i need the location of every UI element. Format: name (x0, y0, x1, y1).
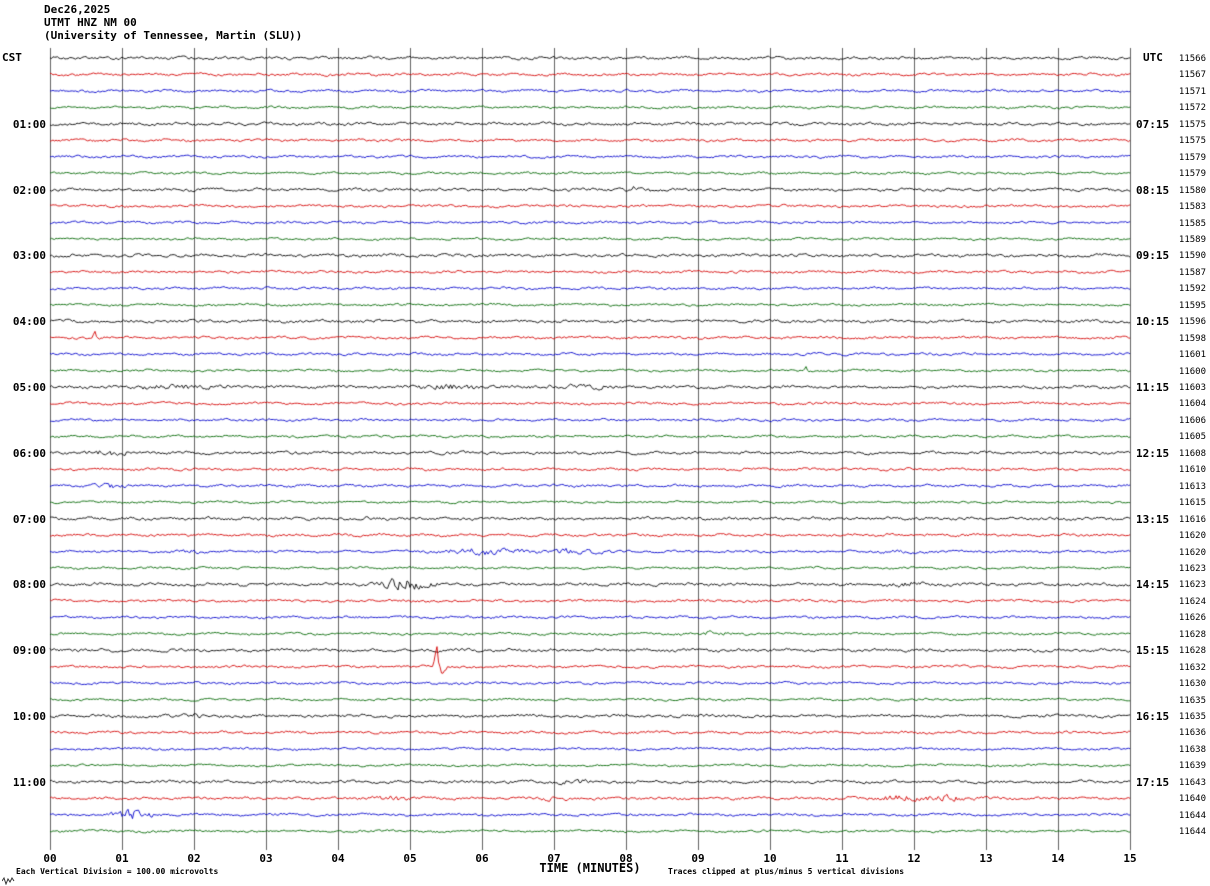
trace-counter: 11628 (1178, 629, 1206, 640)
trace-counter: 11601 (1178, 350, 1206, 361)
trace-counter: 11595 (1178, 300, 1206, 311)
trace-counter: 11583 (1178, 202, 1206, 213)
trace-counter: 11636 (1178, 728, 1206, 739)
trace-counter: 11600 (1178, 366, 1206, 377)
hour-label-utc: 11:15 (1136, 381, 1170, 394)
trace-counter: 11596 (1178, 317, 1206, 328)
x-tick-label: 03 (259, 852, 273, 865)
x-tick-label: 08 (619, 852, 633, 865)
hour-label-cst: 10:00 (12, 710, 46, 723)
trace-counter: 11638 (1178, 744, 1206, 755)
trace-counter: 11615 (1178, 498, 1206, 509)
hour-label-utc: 10:15 (1136, 315, 1170, 329)
title-date: Dec26,2025 (44, 3, 111, 16)
x-tick-label: 09 (691, 852, 705, 865)
hour-label-cst: 06:00 (12, 446, 46, 460)
trace-counter: 11575 (1178, 136, 1206, 147)
trace-counter: 11644 (1178, 827, 1206, 838)
trace-counter: 11623 (1178, 563, 1206, 574)
trace-counter: 11606 (1178, 415, 1206, 426)
trace-counter: 11590 (1178, 251, 1206, 262)
trace-counter: 11616 (1178, 514, 1206, 525)
x-tick-label: 06 (475, 852, 489, 865)
trace-counter: 11610 (1178, 465, 1206, 476)
trace-counter: 11587 (1178, 267, 1206, 278)
trace-counter: 11608 (1178, 448, 1206, 459)
trace-counter: 11567 (1178, 70, 1206, 81)
x-tick-label: 02 (187, 852, 201, 865)
hour-label-utc: 14:15 (1136, 578, 1170, 592)
trace-counter: 11623 (1178, 580, 1206, 591)
hour-label-cst: 04:00 (12, 315, 46, 329)
hour-label-cst: 09:00 (12, 644, 46, 658)
hour-label-cst: 02:00 (12, 183, 46, 197)
seismic-squiggle-mark (2, 876, 15, 885)
x-tick-label: 07 (547, 852, 561, 865)
trace-counter: 11592 (1178, 284, 1206, 295)
hour-label-utc: 08:15 (1136, 183, 1170, 197)
hour-label-utc: 13:15 (1136, 512, 1170, 526)
trace-counter: 11640 (1178, 794, 1206, 805)
trace-counter: 11630 (1178, 679, 1206, 690)
x-axis-label: TIME (MINUTES) (539, 861, 641, 875)
trace-counter: 11572 (1178, 103, 1206, 114)
trace-counter: 11644 (1178, 810, 1206, 821)
x-tick-label: 15 (1123, 852, 1137, 865)
x-tick-label: 10 (763, 852, 777, 865)
trace-counter: 11571 (1178, 86, 1206, 97)
hour-label-cst: 08:00 (12, 578, 46, 592)
hour-label-utc: 09:15 (1136, 249, 1170, 263)
trace-counter: 11628 (1178, 646, 1206, 657)
x-tick-label: 13 (979, 852, 993, 865)
hour-label-utc: 12:15 (1136, 446, 1170, 460)
trace-counter: 11579 (1178, 152, 1206, 163)
trace-counter: 11635 (1178, 695, 1206, 706)
x-tick-label: 04 (331, 852, 345, 865)
x-tick-label: 05 (403, 852, 417, 865)
x-tick-label: 12 (907, 852, 921, 865)
trace-counter: 11624 (1178, 596, 1206, 607)
trace-counter: 11643 (1178, 777, 1206, 788)
trace-counter: 11639 (1178, 761, 1206, 772)
hour-label-cst: 01:00 (12, 117, 46, 131)
hour-label-utc: 16:15 (1136, 710, 1170, 723)
trace-counter: 11603 (1178, 383, 1206, 393)
title-affiliation: (University of Tennessee, Martin (SLU)) (44, 29, 303, 42)
trace-counter: 11626 (1178, 613, 1206, 624)
trace-counter: 11620 (1178, 531, 1206, 542)
x-tick-label: 00 (43, 852, 57, 865)
trace-counter: 11620 (1178, 547, 1206, 558)
trace-counter: 11585 (1178, 218, 1206, 229)
trace-counter: 11580 (1178, 185, 1206, 196)
trace-counter: 11635 (1178, 712, 1206, 722)
right-axis-header: UTC (1143, 51, 1163, 64)
trace-counter: 11598 (1178, 333, 1206, 344)
hour-label-utc: 15:15 (1136, 644, 1170, 658)
x-tick-label: 14 (1051, 852, 1065, 865)
trace-counter: 11575 (1178, 119, 1206, 130)
hour-label-utc: 17:15 (1136, 775, 1170, 789)
left-axis-header: CST (2, 51, 22, 64)
footnote-scale: Each Vertical Division = 100.00 microvol… (16, 867, 219, 876)
trace-counter: 11613 (1178, 481, 1206, 492)
trace-counter: 11604 (1178, 399, 1206, 410)
x-tick-label: 01 (115, 852, 129, 865)
footnote-clip: Traces clipped at plus/minus 5 vertical … (668, 867, 905, 876)
trace-counter: 11632 (1178, 662, 1206, 673)
trace-counter: 11566 (1178, 54, 1206, 64)
title-station: UTMT HNZ NM 00 (44, 16, 137, 29)
trace-counter: 11605 (1178, 432, 1206, 443)
trace-counter: 11589 (1178, 234, 1206, 245)
hour-label-cst: 07:00 (12, 512, 46, 526)
page-title: Dec26,2025 UTMT HNZ NM 00 (University of… (44, 3, 302, 42)
x-tick-label: 11 (835, 852, 849, 865)
hour-label-utc: 07:15 (1136, 117, 1170, 131)
trace-counter: 11579 (1178, 169, 1206, 180)
hour-label-cst: 11:00 (12, 775, 46, 789)
hour-label-cst: 05:00 (12, 381, 46, 394)
hour-label-cst: 03:00 (12, 249, 46, 263)
